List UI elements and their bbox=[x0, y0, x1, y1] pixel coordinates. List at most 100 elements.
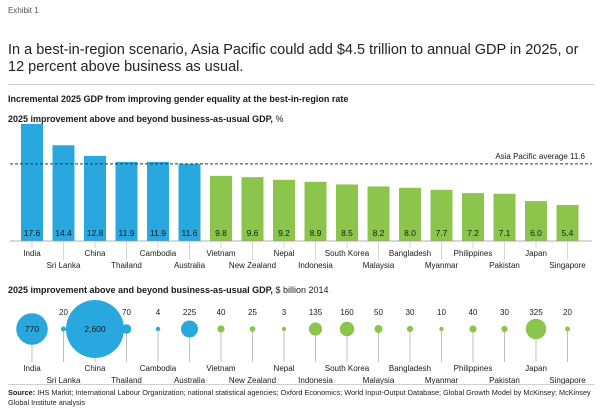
bar-value-label: 9.8 bbox=[215, 228, 227, 238]
bar-value-label: 8.5 bbox=[341, 228, 353, 238]
bubble bbox=[16, 313, 48, 345]
bar bbox=[493, 193, 516, 241]
bubble bbox=[406, 325, 414, 333]
bubble-value-label: 40 bbox=[217, 308, 226, 317]
bar bbox=[241, 177, 264, 241]
bar bbox=[304, 181, 327, 241]
sources-note: Source: IHS Markit; International Labour… bbox=[8, 388, 598, 408]
category-label: India bbox=[23, 364, 41, 373]
bubble bbox=[374, 324, 383, 334]
bubble-value-label: 770 bbox=[25, 324, 39, 334]
bar bbox=[21, 123, 43, 241]
category-label: India bbox=[23, 249, 41, 258]
bar bbox=[430, 189, 453, 241]
category-label: Vietnam bbox=[206, 249, 236, 258]
divider bbox=[8, 84, 594, 85]
bar bbox=[336, 184, 358, 241]
bar bbox=[52, 145, 75, 241]
bubble bbox=[564, 326, 571, 332]
bar-value-label: 11.9 bbox=[119, 228, 135, 238]
bubble bbox=[501, 325, 508, 333]
category-label: New Zealand bbox=[229, 376, 276, 385]
bubble bbox=[281, 326, 287, 332]
category-label: Bangladesh bbox=[389, 249, 431, 258]
bubble-value-label: 3 bbox=[282, 308, 287, 317]
category-label: Australia bbox=[174, 376, 206, 385]
category-label: Philippines bbox=[454, 249, 493, 258]
bubble-value-label: 2,600 bbox=[84, 324, 106, 334]
category-label: New Zealand bbox=[229, 261, 276, 270]
bar-value-label: 8.2 bbox=[373, 228, 385, 238]
category-label: Australia bbox=[174, 261, 206, 270]
bar bbox=[367, 186, 390, 241]
category-label: Cambodia bbox=[140, 364, 177, 373]
bar bbox=[525, 201, 547, 241]
category-label: Philippines bbox=[454, 364, 493, 373]
bubble-chart-unit: $ billion 2014 bbox=[275, 285, 329, 295]
bar-value-label: 14.4 bbox=[55, 228, 72, 238]
chart-subtitle: Incremental 2025 GDP from improving gend… bbox=[8, 94, 349, 104]
bar-value-label: 11.9 bbox=[150, 228, 166, 238]
bubble bbox=[155, 326, 161, 332]
category-label: Sri Lanka bbox=[47, 376, 81, 385]
bar-value-label: 9.6 bbox=[247, 228, 259, 238]
bubble-value-label: 30 bbox=[406, 308, 415, 317]
bubble bbox=[217, 325, 225, 333]
bubble-value-label: 160 bbox=[340, 308, 354, 317]
category-label: Indonesia bbox=[298, 261, 333, 270]
bar bbox=[178, 163, 201, 241]
bubble-value-label: 135 bbox=[309, 308, 323, 317]
bubble-value-label: 50 bbox=[374, 308, 383, 317]
category-label: Indonesia bbox=[298, 376, 333, 385]
bubble bbox=[180, 320, 199, 338]
bubble-value-label: 30 bbox=[500, 308, 509, 317]
bubble bbox=[121, 324, 132, 334]
category-label: Thailand bbox=[111, 376, 142, 385]
bar-value-label: 17.6 bbox=[24, 228, 41, 238]
bubble-value-label: 70 bbox=[122, 308, 131, 317]
category-label: Bangladesh bbox=[389, 364, 431, 373]
category-label: Pakistan bbox=[489, 376, 520, 385]
bar-value-label: 7.2 bbox=[467, 228, 479, 238]
category-label: Sri Lanka bbox=[47, 261, 81, 270]
category-label: South Korea bbox=[325, 364, 370, 373]
category-label: Malaysia bbox=[363, 261, 395, 270]
divider bbox=[8, 384, 594, 385]
sources-label: Source: bbox=[8, 388, 36, 397]
bar bbox=[462, 193, 484, 241]
bubble bbox=[308, 322, 323, 336]
bar-value-label: 5.4 bbox=[562, 228, 574, 238]
bar-chart-unit: % bbox=[275, 114, 284, 124]
bubble-value-label: 40 bbox=[469, 308, 478, 317]
bubble bbox=[469, 325, 477, 333]
category-label: Nepal bbox=[274, 249, 295, 258]
bar-value-label: 7.1 bbox=[499, 228, 511, 238]
bar bbox=[556, 205, 579, 241]
bubble bbox=[339, 321, 355, 337]
bar-value-label: 7.7 bbox=[436, 228, 448, 238]
bubble-value-label: 325 bbox=[529, 308, 543, 317]
bubble bbox=[525, 318, 547, 340]
bar bbox=[399, 187, 421, 241]
bubble bbox=[249, 326, 256, 332]
category-label: Japan bbox=[525, 249, 547, 258]
bubble-chart-title-text: 2025 improvement above and beyond busine… bbox=[8, 285, 273, 295]
bubble-value-label: 4 bbox=[156, 308, 161, 317]
bar-chart-title: 2025 improvement above and beyond busine… bbox=[8, 114, 283, 124]
category-label: Singapore bbox=[549, 261, 586, 270]
bar-value-label: 8.9 bbox=[310, 228, 322, 238]
bar-value-label: 8.0 bbox=[404, 228, 416, 238]
category-label: Thailand bbox=[111, 261, 142, 270]
category-label: Vietnam bbox=[206, 364, 236, 373]
headline: In a best-in-region scenario, Asia Pacif… bbox=[8, 42, 579, 75]
average-label: Asia Pacific average 11.6 bbox=[495, 152, 585, 161]
bubble-value-label: 20 bbox=[563, 308, 572, 317]
bar bbox=[210, 175, 232, 241]
category-label: Japan bbox=[525, 364, 547, 373]
bar-value-label: 12.8 bbox=[87, 228, 104, 238]
bubble bbox=[439, 326, 444, 332]
bar-value-label: 6.0 bbox=[530, 228, 542, 238]
category-label: Myanmar bbox=[425, 261, 459, 270]
